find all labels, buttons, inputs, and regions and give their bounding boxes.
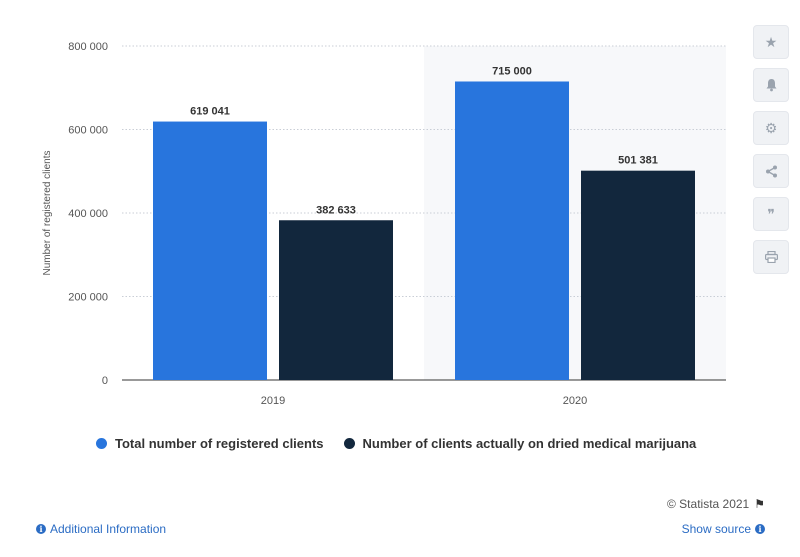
y-tick-label: 400 000 bbox=[68, 208, 108, 220]
statista-credit[interactable]: © Statista 2021 ⚑ bbox=[667, 497, 765, 511]
y-tick-label: 600 000 bbox=[68, 125, 108, 137]
data-label: 501 381 bbox=[618, 155, 658, 167]
legend-marker-dried bbox=[343, 438, 355, 449]
chart-plot: 0 200 000 400 000 600 000 800 000 Number of r… bbox=[42, 41, 726, 407]
data-label: 715 000 bbox=[492, 65, 532, 77]
legend-marker-registered bbox=[96, 438, 107, 449]
chart-toolbar: ★ ⚙ ❞ bbox=[753, 25, 789, 283]
x-tick-label: 2019 bbox=[261, 395, 285, 407]
legend-item-registered[interactable]: Total number of registered clients bbox=[96, 436, 324, 451]
x-tick-label: 2020 bbox=[563, 395, 587, 407]
additional-information-label: Additional Information bbox=[50, 522, 167, 536]
bar-2020-series-1 bbox=[581, 170, 695, 380]
favorite-button[interactable]: ★ bbox=[753, 25, 789, 59]
settings-button[interactable]: ⚙ bbox=[753, 111, 789, 145]
info-icon: i bbox=[36, 524, 46, 534]
y-tick-label: 800 000 bbox=[68, 41, 108, 53]
data-label: 382 633 bbox=[316, 204, 356, 216]
legend-label-dried: Number of clients actually on dried medi… bbox=[362, 436, 697, 451]
notification-button[interactable] bbox=[753, 68, 789, 102]
legend-label-registered: Total number of registered clients bbox=[115, 436, 324, 451]
credit-text: © Statista 2021 bbox=[667, 497, 750, 511]
bar-2019-series-0 bbox=[153, 121, 267, 380]
bar-2020-series-0 bbox=[455, 81, 569, 381]
share-button[interactable] bbox=[753, 154, 789, 188]
bell-icon bbox=[766, 79, 776, 92]
flag-icon: ⚑ bbox=[754, 497, 765, 511]
chart-card: 0 200 000 400 000 600 000 800 000 Number of r… bbox=[8, 8, 792, 549]
additional-information-link[interactable]: i Additional Information bbox=[36, 522, 166, 536]
data-label: 619 041 bbox=[190, 106, 230, 118]
star-icon: ★ bbox=[764, 33, 778, 50]
share-icon bbox=[765, 165, 777, 177]
print-button[interactable] bbox=[753, 240, 789, 274]
print-icon bbox=[764, 251, 778, 263]
quote-icon: ❞ bbox=[767, 205, 775, 222]
gear-icon: ⚙ bbox=[764, 119, 778, 136]
y-tick-label: 0 bbox=[102, 375, 108, 387]
show-source-label: Show source bbox=[681, 522, 751, 536]
chart-legend: Total number of registered clients Numbe… bbox=[96, 436, 716, 451]
info-icon: i bbox=[755, 524, 765, 534]
bar-2019-series-1 bbox=[279, 220, 393, 380]
legend-item-dried[interactable]: Number of clients actually on dried medi… bbox=[343, 436, 697, 451]
y-tick-label: 200 000 bbox=[68, 292, 108, 304]
show-source-link[interactable]: Show source i bbox=[682, 522, 765, 536]
y-axis-label: Number of registered clients bbox=[42, 150, 53, 275]
cite-button[interactable]: ❞ bbox=[753, 197, 789, 231]
